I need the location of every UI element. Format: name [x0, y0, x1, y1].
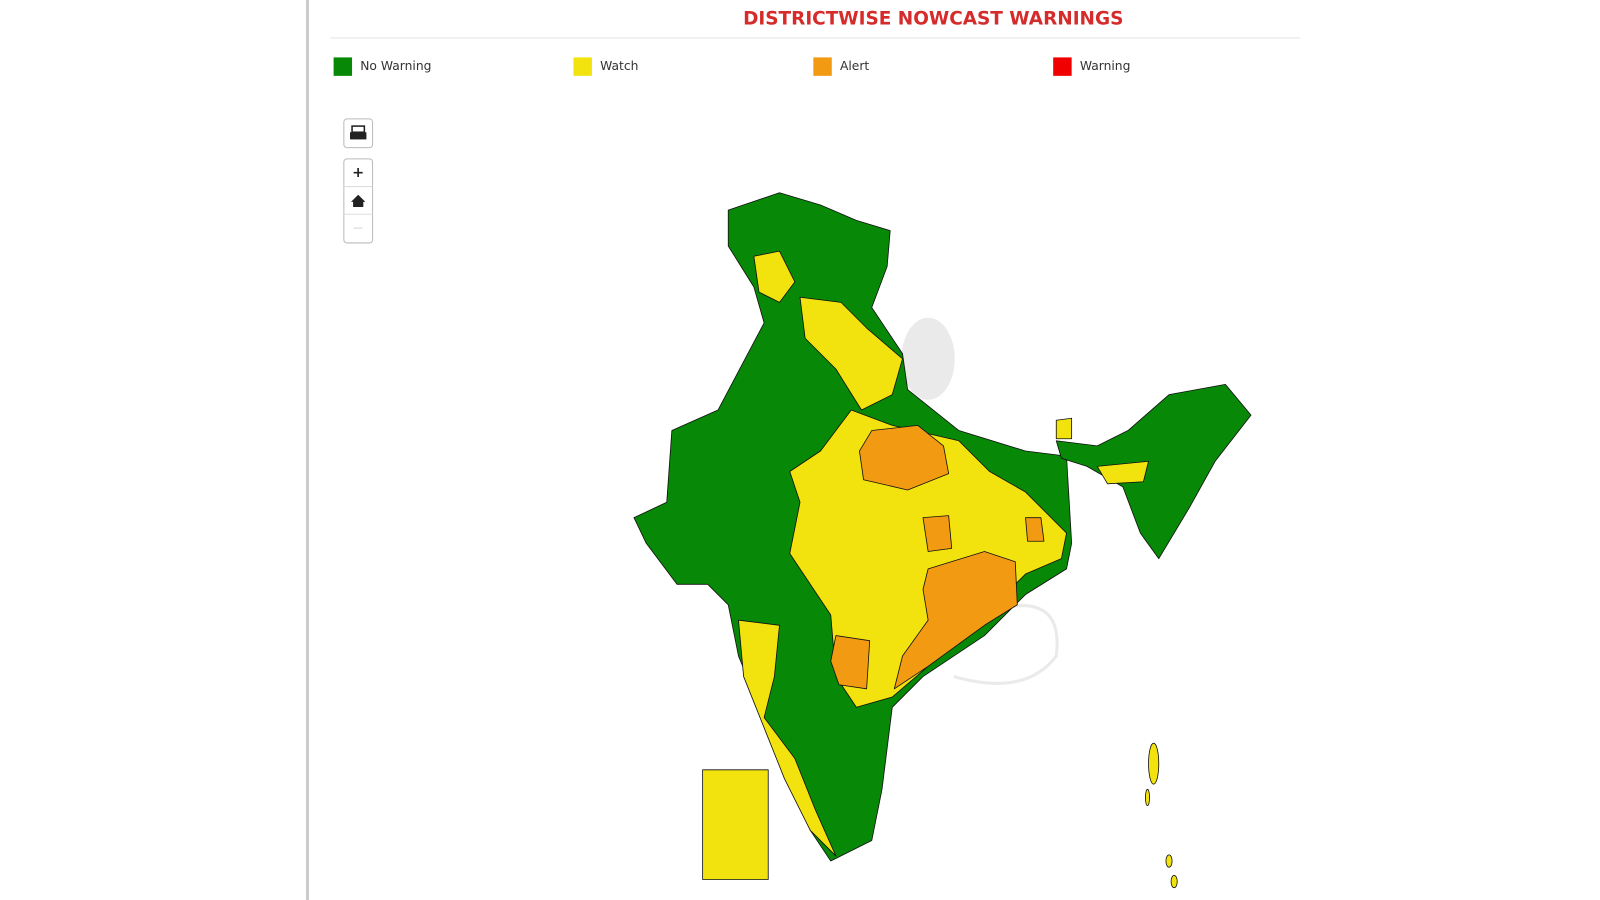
divider	[305, 0, 309, 900]
map-region	[1145, 788, 1150, 807]
legend-swatch	[333, 57, 353, 76]
legend-label: No Warning	[360, 59, 431, 73]
legend-label: Watch	[600, 59, 638, 73]
map-region	[738, 619, 837, 857]
legend: No Warning Watch Alert Warning	[333, 57, 1131, 76]
print-button[interactable]	[343, 118, 374, 149]
map-region	[830, 635, 871, 690]
map-region	[1148, 742, 1160, 785]
legend-label: Warning	[1080, 59, 1131, 73]
map-region	[859, 424, 950, 491]
legend-label: Alert	[840, 59, 869, 73]
map-region	[893, 551, 1018, 690]
zoom-out[interactable]: −	[352, 221, 364, 237]
map-region	[1055, 383, 1252, 560]
map-region	[1096, 460, 1149, 485]
map-region	[753, 250, 796, 303]
zoom-in-button[interactable]: +	[352, 165, 364, 181]
legend-swatch	[813, 57, 832, 76]
map-region	[1025, 517, 1045, 542]
map-region	[1165, 854, 1173, 868]
map-region	[702, 769, 769, 880]
legend-swatch	[573, 57, 592, 76]
india-map	[633, 192, 1252, 889]
map-region	[799, 296, 903, 411]
home-button[interactable]	[351, 194, 366, 208]
zoom-in[interactable]: +	[352, 165, 364, 181]
legend-swatch	[1053, 57, 1072, 76]
map-region	[789, 409, 1067, 708]
map-region	[1170, 874, 1178, 889]
map-region	[922, 515, 953, 552]
map-controls: + −	[343, 118, 374, 244]
title: DISTRICTWISE NOWCAST WARNINGS	[743, 8, 1123, 29]
map-region	[1055, 417, 1073, 440]
